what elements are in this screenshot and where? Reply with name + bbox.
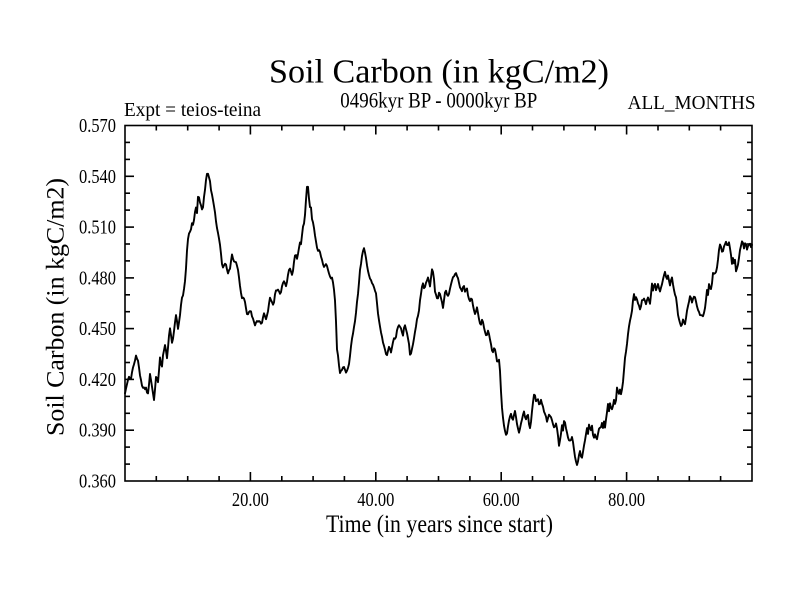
svg-text:0496kyr BP - 0000kyr BP: 0496kyr BP - 0000kyr BP [340, 88, 537, 113]
svg-text:80.00: 80.00 [608, 490, 645, 511]
svg-text:40.00: 40.00 [357, 490, 394, 511]
svg-text:60.00: 60.00 [483, 490, 520, 511]
svg-text:Soil Carbon (in kgC/m2): Soil Carbon (in kgC/m2) [269, 54, 609, 91]
svg-text:Soil Carbon (in kgC/m2): Soil Carbon (in kgC/m2) [41, 178, 70, 436]
svg-text:0.390: 0.390 [79, 421, 116, 442]
svg-text:20.00: 20.00 [232, 490, 269, 511]
svg-text:0.450: 0.450 [79, 319, 116, 340]
svg-text:ALL_MONTHS: ALL_MONTHS [628, 92, 756, 114]
svg-text:0.420: 0.420 [79, 370, 116, 391]
svg-text:0.510: 0.510 [79, 218, 116, 239]
svg-text:0.360: 0.360 [79, 472, 116, 493]
svg-text:0.480: 0.480 [79, 268, 116, 289]
svg-text:Time (in years since start): Time (in years since start) [326, 511, 553, 538]
svg-text:0.570: 0.570 [79, 116, 116, 137]
svg-text:Expt = teios-teina: Expt = teios-teina [124, 99, 261, 121]
svg-text:0.540: 0.540 [79, 167, 116, 188]
